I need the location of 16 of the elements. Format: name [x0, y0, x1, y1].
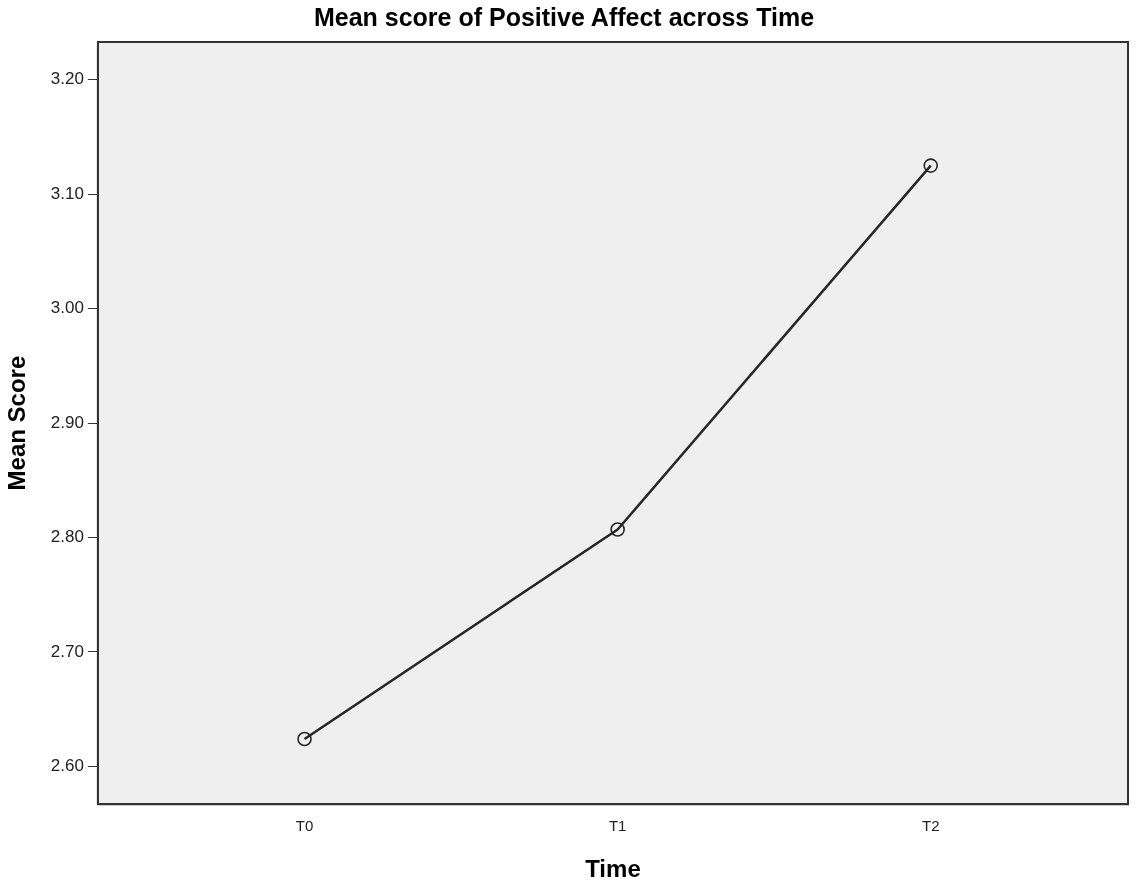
point: [923, 158, 939, 173]
y-tick-label: 2.80: [50, 527, 84, 547]
point: [297, 731, 312, 747]
point: [610, 522, 625, 537]
chart-title: Mean score of Positive Affect across Time: [313, 2, 815, 31]
y-tick-label: 3.20: [50, 69, 84, 89]
x-axis-title: Time: [585, 855, 641, 883]
y-tick-label: 3.00: [50, 298, 84, 318]
y-tick-label: 2.70: [50, 641, 84, 661]
x-tick-label: T0: [295, 817, 314, 835]
y-tick-label: 3.10: [50, 183, 84, 203]
y-tick-label: 2.60: [50, 756, 84, 776]
y-tick-label: 2.90: [50, 412, 84, 432]
x-tick-label: T2: [921, 817, 940, 835]
y-axis-title: Mean Score: [3, 355, 31, 491]
x-tick-label: T1: [608, 817, 627, 835]
